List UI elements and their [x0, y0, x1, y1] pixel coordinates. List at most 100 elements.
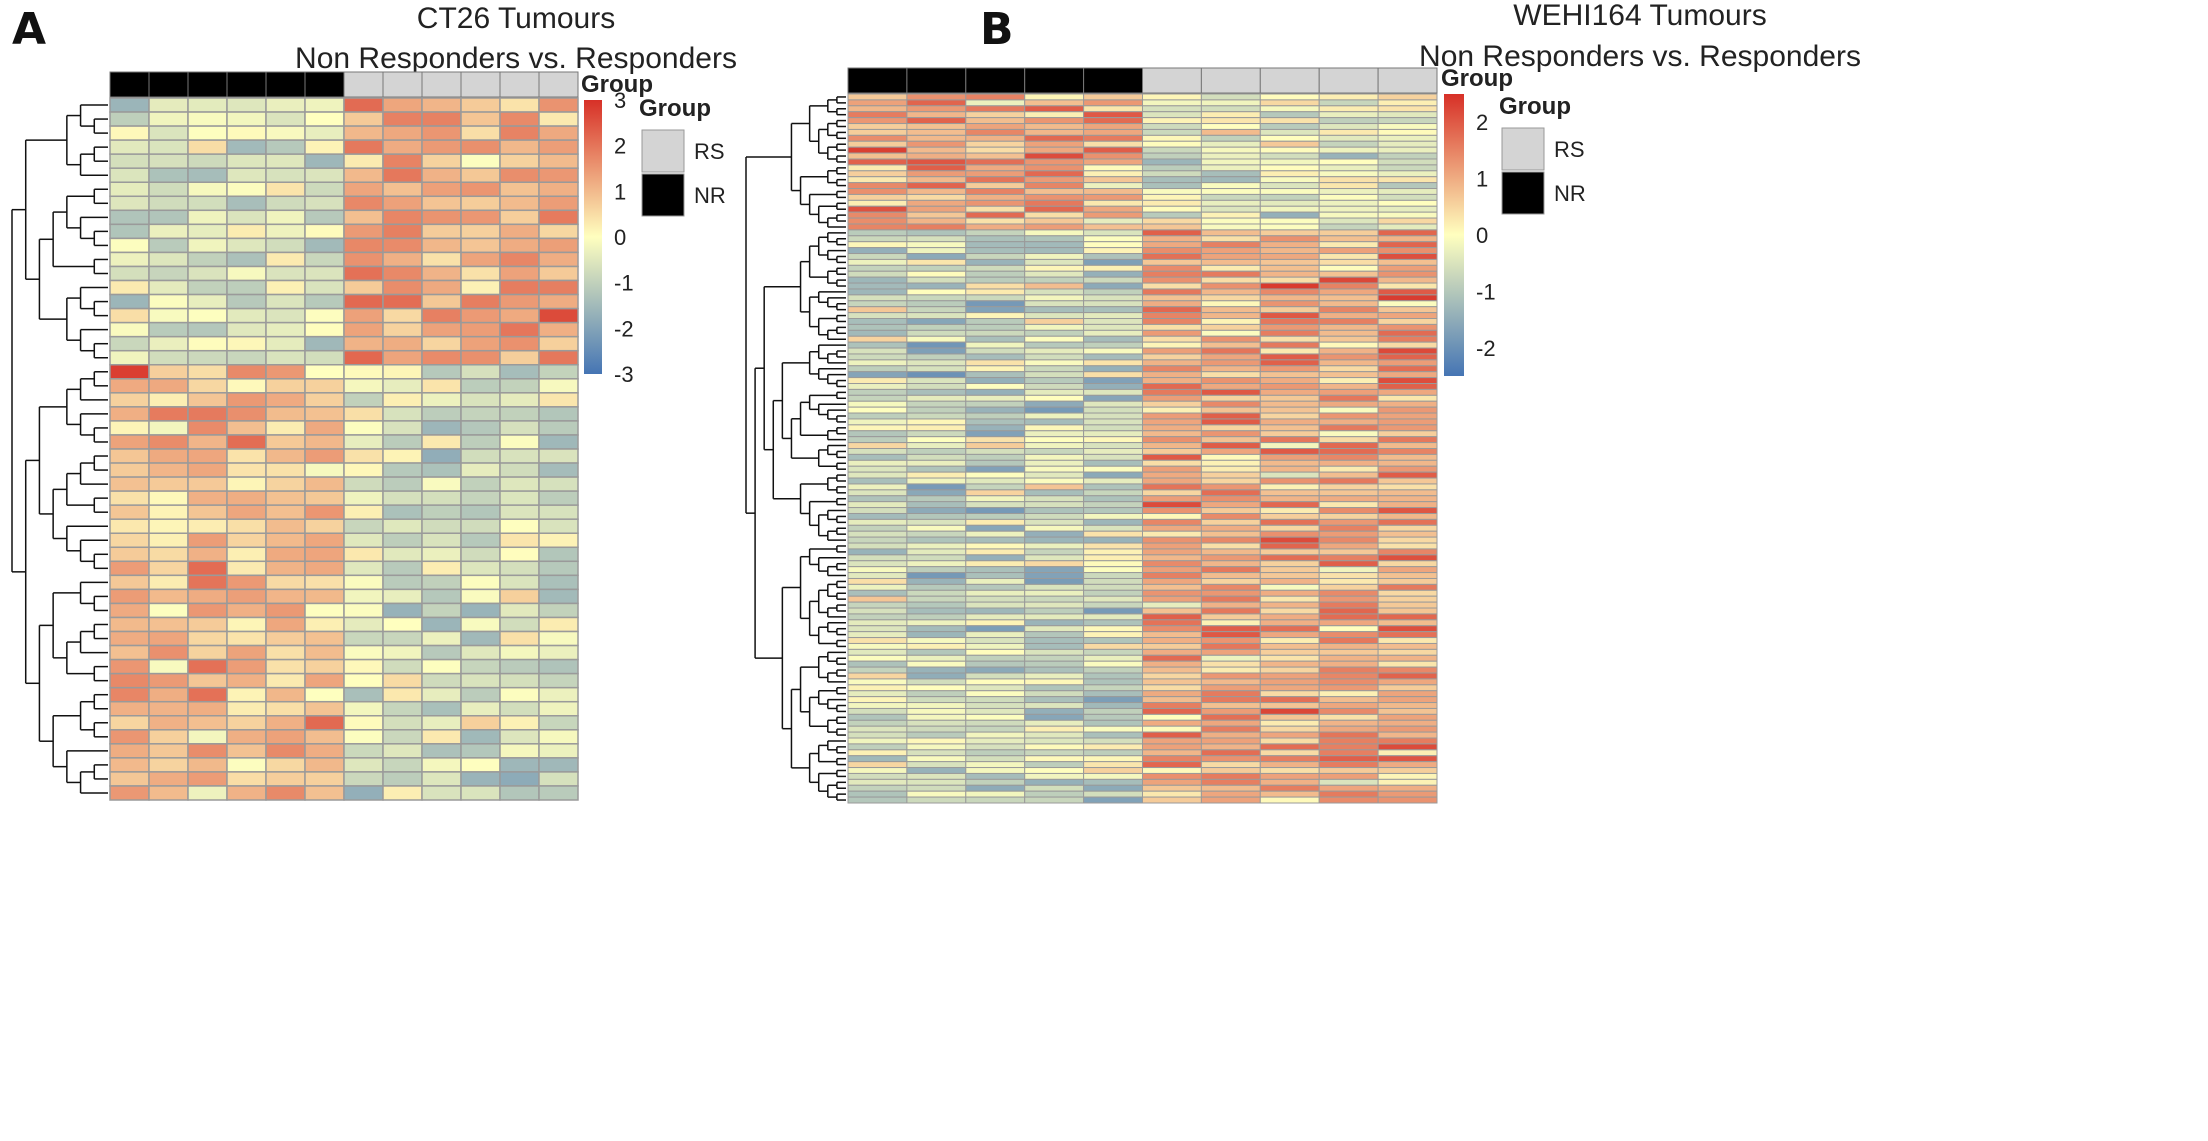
heatmap-cell: [538, 560, 579, 577]
heatmap-cell: [265, 490, 306, 506]
heatmap-cell: [382, 420, 423, 436]
heatmap-cell: [460, 125, 501, 141]
heatmap-cell: [847, 743, 908, 751]
heatmap-cell: [1318, 607, 1379, 615]
heatmap-cell: [1259, 111, 1320, 119]
heatmap-cell: [187, 700, 228, 717]
heatmap-cell: [1377, 737, 1438, 745]
heatmap-cell: [1142, 140, 1202, 148]
heatmap-cell: [1318, 725, 1379, 733]
heatmap-cell: [906, 749, 967, 757]
heatmap-cell: [499, 757, 540, 773]
heatmap-cell: [847, 329, 908, 337]
heatmap-cell: [1200, 270, 1261, 278]
group-annotation-cell: [965, 67, 1026, 94]
heatmap-cell: [304, 743, 345, 759]
heatmap-cell: [343, 658, 384, 675]
color-scale-tick-label: -2: [614, 316, 634, 341]
heatmap-cell: [460, 181, 501, 198]
heatmap-cell: [499, 462, 540, 478]
heatmap-cell: [965, 666, 1026, 674]
heatmap-cell: [148, 349, 189, 366]
heatmap-cell: [226, 602, 267, 619]
heatmap-cell: [1318, 566, 1379, 574]
heatmap-cell: [906, 796, 967, 804]
heatmap-cell: [1200, 572, 1261, 579]
heatmap-cell: [1142, 613, 1202, 621]
heatmap-cell: [847, 276, 908, 284]
heatmap-cell: [148, 785, 189, 801]
heatmap-cell: [1083, 306, 1143, 314]
heatmap-cell: [460, 476, 501, 492]
heatmap-cell: [1200, 784, 1261, 792]
heatmap-cell: [304, 125, 345, 141]
heatmap-cell: [965, 625, 1026, 633]
heatmap-cell: [1024, 282, 1085, 290]
heatmap-cell: [343, 237, 384, 254]
heatmap-cell: [1318, 483, 1379, 491]
heatmap-cell: [460, 616, 501, 633]
heatmap-cell: [906, 507, 967, 514]
heatmap-cell: [304, 785, 345, 801]
heatmap-cell: [343, 574, 384, 591]
heatmap-cell: [226, 209, 267, 226]
heatmap-cell: [1142, 258, 1202, 266]
heatmap-cell: [1377, 796, 1438, 804]
heatmap-cell: [1024, 577, 1085, 585]
heatmap-cell: [965, 548, 1026, 556]
heatmap-cell: [965, 418, 1026, 426]
heatmap-cell: [1142, 99, 1202, 107]
heatmap-cell: [1377, 660, 1438, 668]
heatmap-cell: [382, 729, 423, 745]
heatmap-cell: [382, 616, 423, 633]
heatmap-cell: [1083, 495, 1143, 503]
heatmap-cell: [187, 125, 228, 141]
heatmap-cell: [847, 388, 908, 396]
heatmap-cell: [965, 784, 1026, 792]
heatmap-cell: [1142, 300, 1202, 308]
heatmap-cell: [499, 293, 540, 310]
heatmap-cell: [1377, 164, 1438, 172]
heatmap-cell: [1200, 424, 1261, 432]
heatmap-cell: [965, 672, 1026, 680]
heatmap-cell: [1142, 512, 1202, 520]
heatmap-cell: [1377, 577, 1438, 585]
heatmap-cell: [343, 602, 384, 619]
heatmap-cell: [187, 715, 228, 731]
heatmap-cell: [187, 771, 228, 787]
heatmap-cell: [1318, 99, 1379, 107]
heatmap-cell: [1377, 436, 1438, 444]
heatmap-cell: [148, 602, 189, 619]
heatmap-cell: [1083, 501, 1143, 509]
heatmap-cell: [1083, 217, 1143, 225]
heatmap-cell: [1083, 648, 1143, 656]
heatmap-cell: [1024, 341, 1085, 349]
heatmap-cell: [1083, 707, 1143, 715]
heatmap-cell: [499, 630, 540, 647]
heatmap-cell: [499, 700, 540, 717]
heatmap-cell: [1142, 471, 1202, 479]
heatmap-cell: [1318, 589, 1379, 597]
heatmap-cell: [847, 790, 908, 798]
heatmap-cell: [965, 483, 1026, 491]
heatmap-cell: [965, 253, 1026, 260]
heatmap-cell: [265, 378, 306, 394]
heatmap-cell: [1200, 329, 1261, 337]
group-legend-swatch: [641, 173, 685, 217]
heatmap-cell: [382, 532, 423, 549]
heatmap-cell: [965, 737, 1026, 745]
heatmap-cell: [1200, 660, 1261, 668]
heatmap-cell: [847, 442, 908, 450]
heatmap-cell: [1200, 666, 1261, 674]
heatmap-cell: [1024, 111, 1085, 119]
heatmap-cell: [1024, 767, 1085, 774]
heatmap-cell: [304, 293, 345, 310]
heatmap-cell: [343, 392, 384, 408]
heatmap-cell: [265, 757, 306, 773]
heatmap-cell: [1318, 631, 1379, 639]
heatmap-cell: [1083, 560, 1143, 568]
heatmap-cell: [847, 512, 908, 520]
heatmap-cell: [1024, 566, 1085, 574]
heatmap-cell: [1377, 678, 1438, 686]
